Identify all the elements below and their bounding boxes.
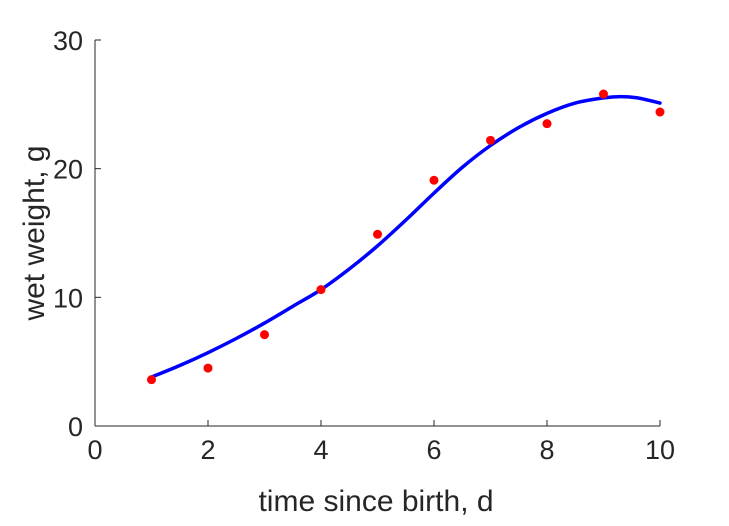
data-point: [316, 285, 326, 295]
y-tick-label: 0: [68, 412, 83, 442]
data-point: [655, 107, 665, 117]
data-point: [486, 135, 495, 145]
x-tick-label: 2: [200, 435, 215, 465]
data-point: [260, 330, 269, 340]
data-point: [599, 89, 608, 99]
series-layer: [147, 89, 665, 385]
x-ticks: 0 2 4 6 8 10: [87, 420, 675, 465]
data-point: [147, 375, 156, 385]
x-tick-label: 8: [539, 435, 554, 465]
data-point: [203, 363, 213, 373]
data-point: [373, 229, 382, 239]
y-tick-label: 30: [53, 26, 83, 56]
data-point: [542, 119, 552, 129]
x-tick-label: 4: [313, 435, 328, 465]
y-tick-label: 20: [53, 155, 83, 185]
fit-curve: [149, 94, 662, 379]
axes: 0 2 4 6 8 10 0 10 20 30: [53, 26, 675, 465]
y-ticks: 0 10 20 30: [53, 26, 101, 442]
y-tick-label: 10: [53, 283, 83, 313]
x-tick-label: 0: [87, 435, 102, 465]
data-point: [429, 175, 439, 185]
x-tick-label: 6: [426, 435, 441, 465]
x-tick-label: 10: [645, 435, 675, 465]
y-axis-label: wet weight, g: [18, 145, 51, 321]
x-axis-label: time since birth, d: [258, 485, 493, 518]
